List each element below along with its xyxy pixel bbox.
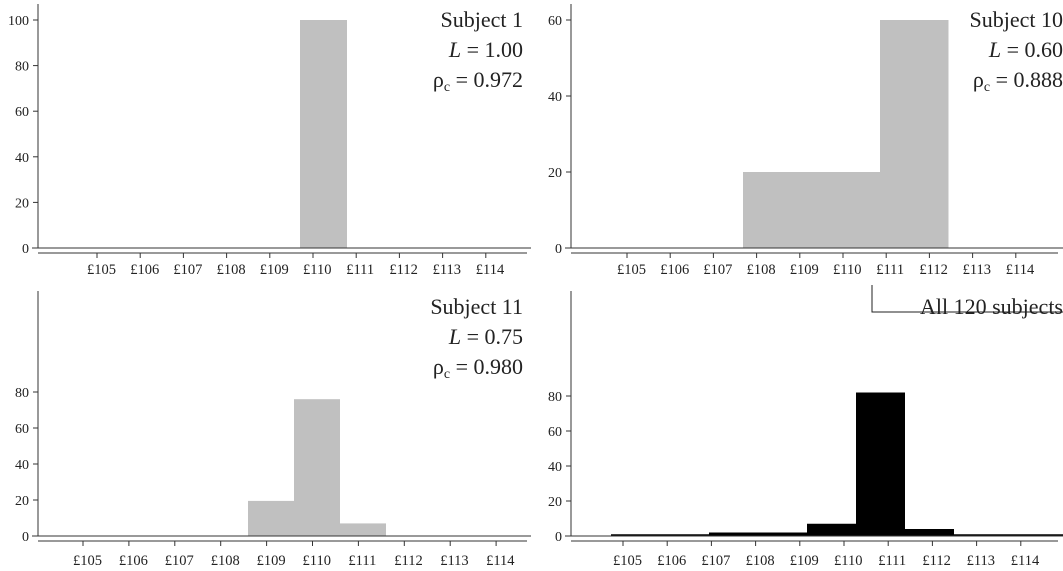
x-tick-label: £110 (303, 553, 331, 569)
chart-all-subjects: 0 20 40 60 80 £105 £106 £107 £108 £109 £110 £111 £11… (548, 285, 1063, 569)
x-tick-label: £111 (348, 553, 376, 569)
x-tick-label: £113 (433, 262, 461, 278)
bar-£111 (905, 529, 954, 536)
x-tick-label: £105 (87, 262, 116, 278)
bar-£105 (611, 534, 660, 536)
x-tick-label: £110 (303, 262, 331, 278)
bar-£110 (294, 399, 340, 536)
x-tick-label: £110 (834, 553, 862, 569)
y-tick-label: 40 (15, 458, 29, 473)
bar-£110 (880, 20, 949, 248)
y-tick-label: 0 (22, 242, 29, 257)
y-tick-label: 100 (8, 14, 29, 29)
bar-£106 (660, 534, 709, 536)
y-tick-label: 60 (548, 425, 562, 440)
y-tick-label: 0 (555, 530, 562, 545)
x-tick-label: £107 (165, 553, 194, 569)
x-tick-label: £114 (486, 553, 515, 569)
x-tick-label: £106 (657, 553, 686, 569)
x-tick-label: £111 (876, 262, 904, 278)
x-tick-label: £114 (1006, 262, 1035, 278)
y-tick-label: 40 (548, 90, 562, 105)
x-tick-label: £112 (922, 553, 950, 569)
annotation-line: Subject 1 (441, 7, 524, 32)
x-tick-label: £114 (1011, 553, 1040, 569)
y-tick-label: 80 (15, 60, 29, 75)
x-tick-label: £112 (394, 553, 422, 569)
annotation-box (871, 285, 1063, 313)
bar-£110 (856, 392, 905, 536)
bar-£109 (807, 523, 856, 536)
x-tick-label: £108 (211, 553, 240, 569)
chart-subject-11: 0 20 40 60 80 £105 £106 £107 £108 £109 £110 £111 £11… (15, 291, 531, 569)
x-tick-label: £107 (173, 262, 202, 278)
x-tick-label: £108 (217, 262, 246, 278)
bar-£111 (340, 523, 386, 536)
x-tick-label: £111 (878, 553, 906, 569)
bar-£114 (1052, 534, 1063, 536)
bar-£109 (811, 172, 880, 248)
x-tick-label: £109 (260, 262, 289, 278)
chart-subject-1: 0 20 40 60 80 100 £105 £106 £107 £108 £109 £110 £111… (8, 4, 531, 278)
bar-£113 (1003, 534, 1052, 536)
x-tick-label: £111 (346, 262, 374, 278)
x-tick-label: £107 (701, 553, 730, 569)
y-tick-label: 20 (15, 494, 29, 509)
x-tick-label: £114 (476, 262, 505, 278)
annotation-line: All 120 subjects (920, 294, 1063, 319)
x-tick-label: £109 (257, 553, 286, 569)
y-tick-label: 20 (548, 495, 562, 510)
bar-£108 (758, 532, 807, 536)
x-tick-label: £106 (119, 553, 148, 569)
y-tick-label: 40 (548, 460, 562, 475)
y-tick-label: 0 (22, 530, 29, 545)
x-tick-label: £108 (747, 262, 776, 278)
annotation-line: L = 0.60 (988, 37, 1063, 62)
y-tick-label: 20 (548, 166, 562, 181)
x-tick-label: £105 (617, 262, 646, 278)
annotation-line: Subject 11 (430, 294, 523, 319)
x-tick-label: £112 (919, 262, 947, 278)
x-tick-label: £113 (967, 553, 995, 569)
annotation-line: ρc = 0.888 (973, 67, 1063, 95)
x-tick-label: £113 (963, 262, 991, 278)
chart-subject-10: 0 20 40 60 £105 £106 £107 £108 £109 £110 £111 £112 £… (548, 4, 1063, 278)
y-tick-label: 20 (15, 196, 29, 211)
y-tick-label: 60 (548, 14, 562, 29)
y-tick-label: 40 (15, 151, 29, 166)
x-tick-label: £107 (703, 262, 732, 278)
y-tick-label: 80 (548, 390, 562, 405)
annotation-line: ρc = 0.972 (433, 67, 523, 95)
annotation-line: L = 0.75 (448, 324, 523, 349)
x-tick-label: £106 (130, 262, 159, 278)
x-tick-label: £105 (73, 553, 102, 569)
bar-£110 (300, 20, 347, 248)
x-tick-label: £110 (833, 262, 861, 278)
x-tick-label: £109 (790, 262, 819, 278)
bar-£109 (248, 500, 294, 536)
y-tick-label: 80 (15, 386, 29, 401)
x-tick-label: £105 (613, 553, 642, 569)
x-tick-label: £109 (790, 553, 819, 569)
x-tick-label: £106 (660, 262, 689, 278)
y-tick-label: 60 (15, 422, 29, 437)
annotation-line: Subject 10 (970, 7, 1063, 32)
bar-£108 (743, 172, 812, 248)
x-tick-label: £108 (746, 553, 775, 569)
annotation-line: L = 1.00 (448, 37, 523, 62)
annotation-line: ρc = 0.980 (433, 354, 523, 382)
y-tick-label: 60 (15, 105, 29, 120)
bar-£112 (954, 534, 1003, 536)
y-tick-label: 0 (555, 242, 562, 257)
bar-£107 (709, 532, 758, 536)
x-tick-label: £112 (389, 262, 417, 278)
x-tick-label: £113 (440, 553, 468, 569)
